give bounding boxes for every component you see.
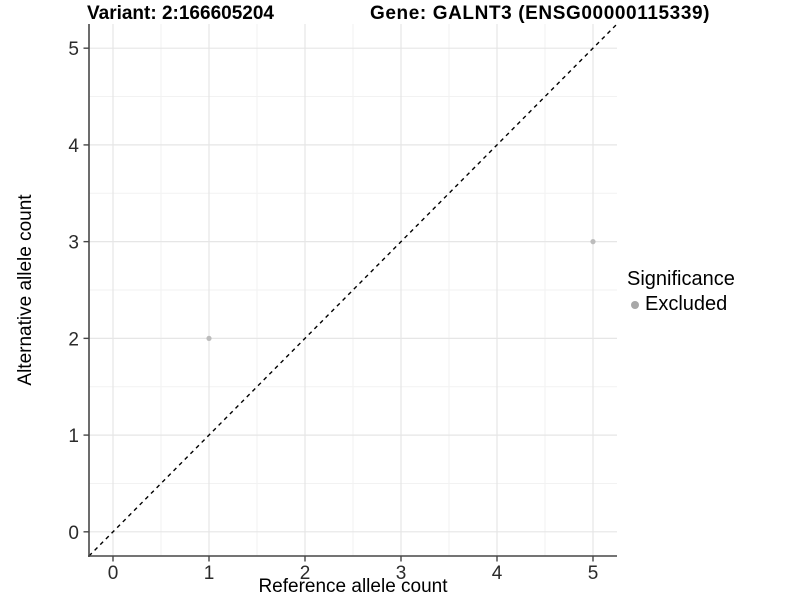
svg-text:0: 0 (108, 563, 119, 584)
plot-title-variant: Variant: 2:166605204 (87, 3, 274, 24)
svg-text:2: 2 (68, 329, 79, 350)
svg-text:5: 5 (68, 39, 79, 60)
svg-text:4: 4 (68, 136, 79, 157)
legend-item-label: Excluded (645, 293, 728, 315)
legend-title: Significance (627, 268, 735, 290)
svg-text:1: 1 (68, 426, 79, 447)
svg-text:0: 0 (68, 523, 79, 544)
svg-text:2: 2 (300, 563, 311, 584)
y-axis-title: Alternative allele count (15, 194, 36, 386)
plot-title-gene: Gene: GALNT3 (ENSG00000115339) (370, 3, 711, 24)
legend: Significance Excluded (627, 268, 735, 316)
svg-text:5: 5 (588, 563, 599, 584)
svg-text:3: 3 (68, 233, 79, 254)
svg-text:1: 1 (204, 563, 215, 584)
legend-point-icon (631, 300, 639, 309)
legend-item-excluded: Excluded (627, 293, 735, 316)
svg-text:4: 4 (492, 563, 503, 584)
x-axis-title: Reference allele count (258, 576, 448, 597)
svg-text:3: 3 (396, 563, 407, 584)
